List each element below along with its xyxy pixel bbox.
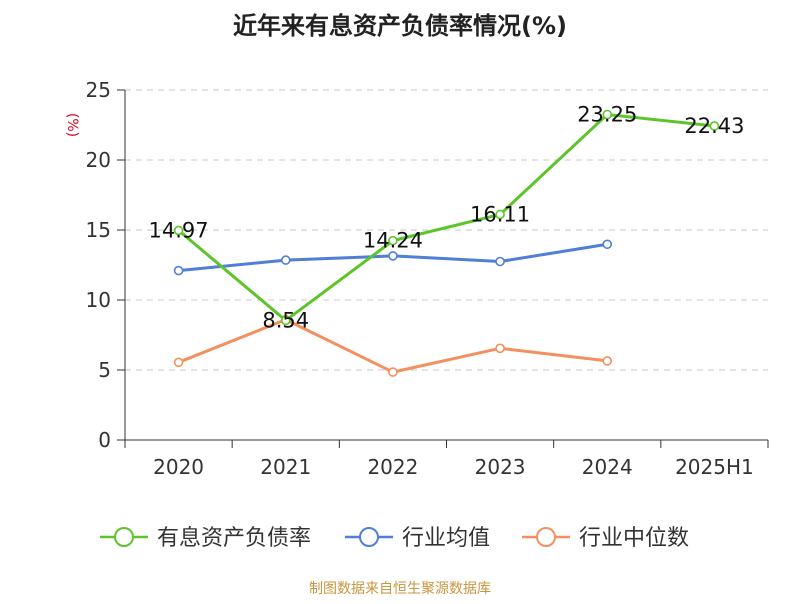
legend: 有息资产负债率 行业均值 行业中位数 [100,526,689,551]
y-tick-label: 5 [98,358,111,382]
chart-title: 近年来有息资产负债率情况(%) [233,12,567,40]
y-tick-label: 20 [86,148,111,172]
legend-label: 有息资产负债率 [157,526,311,551]
data-point [602,239,613,250]
data-point [495,209,505,220]
x-tick-label: 2025H1 [675,455,754,479]
data-label: 23.25 [577,103,637,127]
legend-label: 行业均值 [402,526,490,551]
data-point [280,315,291,326]
data-label: 14.24 [363,229,423,253]
data-label: 8.54 [262,308,309,332]
data-point [495,343,505,354]
legend-marker [536,527,556,547]
x-tick-label: 2024 [582,455,633,479]
data-labels: 14.97 8.54 14.24 16.11 23.25 22.43 [149,103,745,333]
data-point [173,225,184,236]
y-tick-label: 10 [86,288,111,312]
axes: 0 5 10 15 20 25 2020 2021 2022 2023 2024 2025H1 [86,78,769,479]
x-tick-label: 2021 [260,455,311,479]
gridlines [125,89,768,371]
source-note: 制图数据来自恒生聚源数据库 [309,581,491,597]
legend-marker [114,527,134,547]
series-line [177,113,715,322]
series-line [178,318,608,374]
data-label: 22.43 [684,114,744,138]
data-point [495,256,505,267]
data-point [388,251,398,261]
data-point [280,255,291,265]
data-point [388,367,398,377]
y-tick-label: 15 [86,218,111,242]
legend-marker [359,527,379,547]
data-point [602,356,613,366]
x-tick-label: 2022 [367,455,418,479]
x-tick-label: 2020 [153,455,204,479]
data-point [709,121,720,131]
y-tick-label: 25 [86,78,111,102]
data-point [173,265,184,276]
data-point [173,357,184,368]
data-label: 14.97 [149,218,209,242]
x-tick-label: 2023 [475,455,526,479]
series [173,109,720,377]
legend-label: 行业中位数 [579,526,689,551]
y-tick-label: 0 [98,428,111,452]
y-axis-label: (%) [64,113,80,137]
data-point [388,235,398,246]
data-point [602,109,613,120]
data-label: 16.11 [470,202,530,226]
